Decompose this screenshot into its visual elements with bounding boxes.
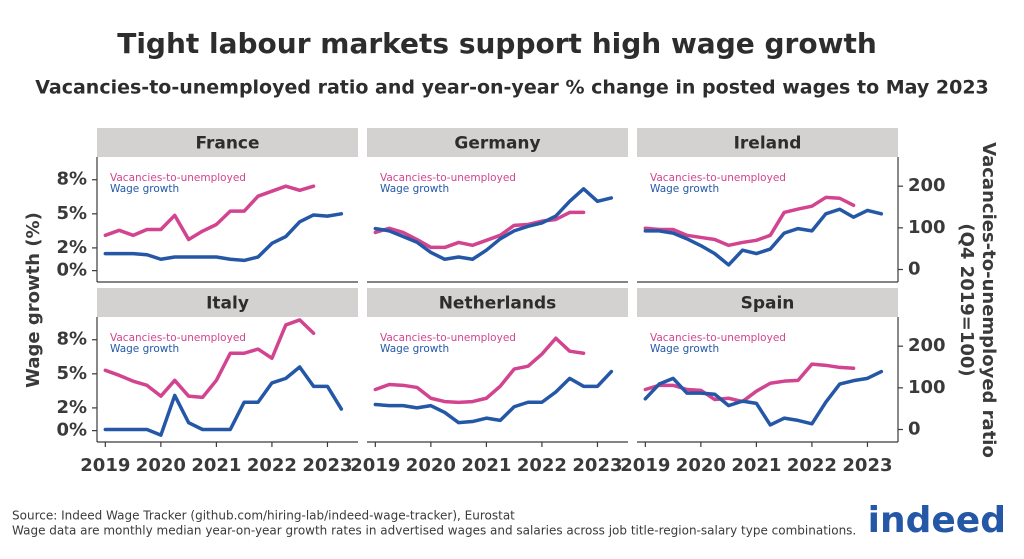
facet-title: Ireland	[734, 134, 802, 154]
facet-title: Germany	[454, 134, 540, 154]
y-tick-label: 2%	[56, 237, 87, 258]
source-note: Source: Indeed Wage Tracker (github.com/…	[12, 509, 515, 523]
series-line	[373, 369, 614, 425]
x-tick-label: 2019	[620, 455, 670, 476]
x-tick-label: 2022	[247, 455, 297, 476]
legend-label: Wage growth	[650, 183, 719, 195]
legend-label: Vacancies-to-unemployed	[380, 172, 516, 184]
facet-title: Italy	[206, 294, 249, 314]
facet-strip	[97, 128, 358, 157]
y-tick-label: 5%	[56, 363, 87, 384]
legend-label: Vacancies-to-unemployed	[650, 172, 786, 184]
x-tick-label: 2023	[302, 455, 352, 476]
facet-title: Spain	[741, 294, 795, 314]
x-tick-label: 2019	[350, 455, 400, 476]
footnote: Wage data are monthly median year-on-yea…	[12, 524, 856, 538]
y2-tick-label: 100	[908, 217, 946, 238]
series-line	[643, 369, 884, 427]
y2-tick-label: 200	[908, 335, 946, 356]
facet-strip	[97, 288, 358, 317]
facet-strip	[637, 128, 898, 157]
series-line	[373, 336, 586, 405]
y-tick-label: 0%	[56, 260, 87, 281]
x-tick-label: 2022	[517, 455, 567, 476]
x-tick-label: 2021	[191, 455, 241, 476]
facet-title: Netherlands	[439, 294, 557, 314]
facet-strip	[367, 288, 628, 317]
legend-label: Wage growth	[110, 343, 179, 355]
series-line	[643, 195, 856, 248]
series-line	[643, 207, 884, 267]
y2-axis-label: (Q4 2019=100)	[956, 223, 977, 376]
logo: indeed	[868, 500, 1006, 541]
series-line	[103, 184, 316, 242]
legend-label: Wage growth	[380, 183, 449, 195]
y-axis-label: Wage growth (%)	[23, 212, 44, 388]
chart-subtitle: Vacancies-to-unemployed ratio and year-o…	[35, 77, 989, 99]
facet-title: France	[195, 134, 259, 154]
x-tick-label: 2019	[80, 455, 130, 476]
y-tick-label: 8%	[56, 169, 87, 190]
series-line	[103, 318, 316, 400]
x-tick-label: 2020	[676, 455, 726, 476]
y-tick-label: 0%	[56, 420, 87, 441]
y2-tick-label: 100	[908, 377, 946, 398]
x-tick-label: 2023	[842, 455, 892, 476]
x-tick-label: 2023	[572, 455, 622, 476]
series-line	[103, 212, 344, 263]
series-line	[103, 365, 344, 437]
y-tick-label: 8%	[56, 329, 87, 350]
chart-title: Tight labour markets support high wage g…	[117, 27, 877, 60]
legend-label: Wage growth	[380, 343, 449, 355]
legend-label: Wage growth	[650, 343, 719, 355]
facet-strip	[637, 288, 898, 317]
legend-label: Vacancies-to-unemployed	[650, 332, 786, 344]
y-tick-label: 2%	[56, 397, 87, 418]
x-tick-label: 2020	[406, 455, 456, 476]
y2-tick-label: 0	[908, 419, 921, 440]
legend-label: Vacancies-to-unemployed	[380, 332, 516, 344]
series-line	[373, 187, 614, 262]
legend-label: Vacancies-to-unemployed	[110, 172, 246, 184]
x-tick-label: 2021	[461, 455, 511, 476]
y2-tick-label: 200	[908, 175, 946, 196]
x-tick-label: 2020	[136, 455, 186, 476]
legend-label: Vacancies-to-unemployed	[110, 332, 246, 344]
x-tick-label: 2022	[787, 455, 837, 476]
x-tick-label: 2021	[731, 455, 781, 476]
facet-strip	[367, 128, 628, 157]
legend-label: Wage growth	[110, 183, 179, 195]
y2-axis-label: Vacancies-to-unemployed ratio	[978, 142, 999, 458]
y-tick-label: 5%	[56, 203, 87, 224]
y2-tick-label: 0	[908, 259, 921, 280]
